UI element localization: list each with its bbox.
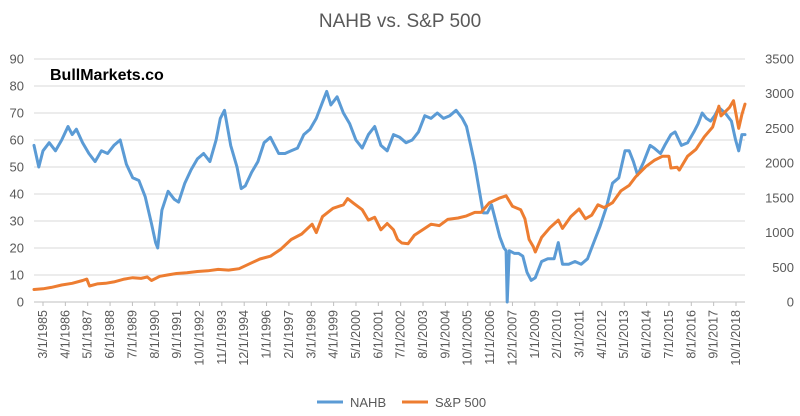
- x-tick-label: 8/1/1990: [148, 310, 162, 359]
- gridlines: [34, 58, 745, 276]
- x-tick-label: 4/1/1986: [58, 310, 72, 359]
- x-axis-ticks: 3/1/1985 4/1/1986 5/1/1987 6/1/1988 7/1/1989…: [36, 302, 743, 366]
- right-axis-ticks: 0 500 1000 1500 2000 2500 3000 3500: [765, 52, 794, 310]
- x-tick-label: 10/1/1992: [192, 310, 206, 366]
- left-tick-label: 30: [10, 214, 24, 229]
- x-tick-label: 9/1/1991: [170, 310, 184, 359]
- x-tick-label: 5/1/2000: [349, 310, 363, 359]
- x-tick-label: 4/1/2012: [595, 310, 609, 359]
- x-tick-label: 2/1/2010: [550, 310, 564, 359]
- x-tick-label: 4/1/1999: [327, 310, 341, 359]
- x-tick-label: 5/1/1987: [81, 310, 95, 359]
- x-tick-label: 9/1/2017: [707, 310, 721, 359]
- left-tick-label: 10: [10, 268, 24, 283]
- x-tick-label: 3/1/1998: [304, 310, 318, 359]
- left-tick-label: 60: [10, 133, 24, 148]
- left-tick-label: 90: [10, 52, 24, 67]
- x-tick-label: 3/1/2011: [573, 310, 587, 358]
- x-tick-label: 11/1/1993: [215, 310, 229, 365]
- left-tick-label: 70: [10, 106, 24, 121]
- chart-title: NAHB vs. S&P 500: [319, 11, 481, 32]
- x-tick-label: 2/1/1997: [282, 310, 296, 359]
- x-tick-label: 6/1/2001: [371, 310, 385, 359]
- right-tick-label: 0: [787, 295, 794, 310]
- x-tick-label: 3/1/1985: [36, 310, 50, 359]
- series-line-sp500: [32, 99, 747, 291]
- left-tick-label: 40: [10, 187, 24, 202]
- x-tick-label: 7/1/2015: [662, 310, 676, 359]
- left-tick-label: 50: [10, 160, 24, 175]
- x-tick-label: 12/1/2007: [505, 310, 519, 366]
- legend-label-nahb: NAHB: [350, 395, 386, 410]
- x-tick-label: 6/1/2014: [640, 310, 654, 359]
- right-tick-label: 500: [772, 260, 794, 275]
- x-tick-label: 12/1/1994: [237, 310, 251, 366]
- left-tick-label: 20: [10, 241, 24, 256]
- right-tick-label: 1000: [765, 225, 794, 240]
- left-tick-label: 0: [17, 295, 24, 310]
- x-tick-label: 1/1/2009: [528, 310, 542, 359]
- right-tick-label: 3500: [765, 52, 794, 67]
- x-tick-label: 8/1/2016: [684, 310, 698, 359]
- left-axis-ticks: 0 10 20 30 40 50 60 70 80 90: [10, 52, 24, 310]
- watermark-text: BullMarkets.co: [50, 67, 164, 84]
- x-tick-label: 1/1/1996: [260, 310, 274, 359]
- x-tick-label: 10/1/2005: [461, 310, 475, 366]
- x-tick-label: 10/1/2018: [729, 310, 743, 366]
- right-tick-label: 2500: [765, 121, 794, 136]
- x-tick-label: 11/1/2006: [483, 310, 497, 365]
- legend: NAHB S&P 500: [317, 395, 486, 410]
- right-tick-label: 1500: [765, 190, 794, 205]
- series-layer: [32, 89, 747, 304]
- right-tick-label: 2000: [765, 156, 794, 171]
- x-tick-label: 7/1/2002: [394, 310, 408, 359]
- x-tick-label: 8/1/2003: [416, 310, 430, 359]
- legend-label-sp500: S&P 500: [435, 395, 486, 410]
- x-tick-label: 6/1/1988: [103, 310, 117, 359]
- right-tick-label: 3000: [765, 86, 794, 101]
- x-tick-label: 7/1/1989: [125, 310, 139, 359]
- x-tick-label: 5/1/2013: [617, 310, 631, 359]
- left-tick-label: 80: [10, 79, 24, 94]
- series-line-nahb: [32, 89, 747, 304]
- x-tick-label: 9/1/2004: [438, 310, 452, 359]
